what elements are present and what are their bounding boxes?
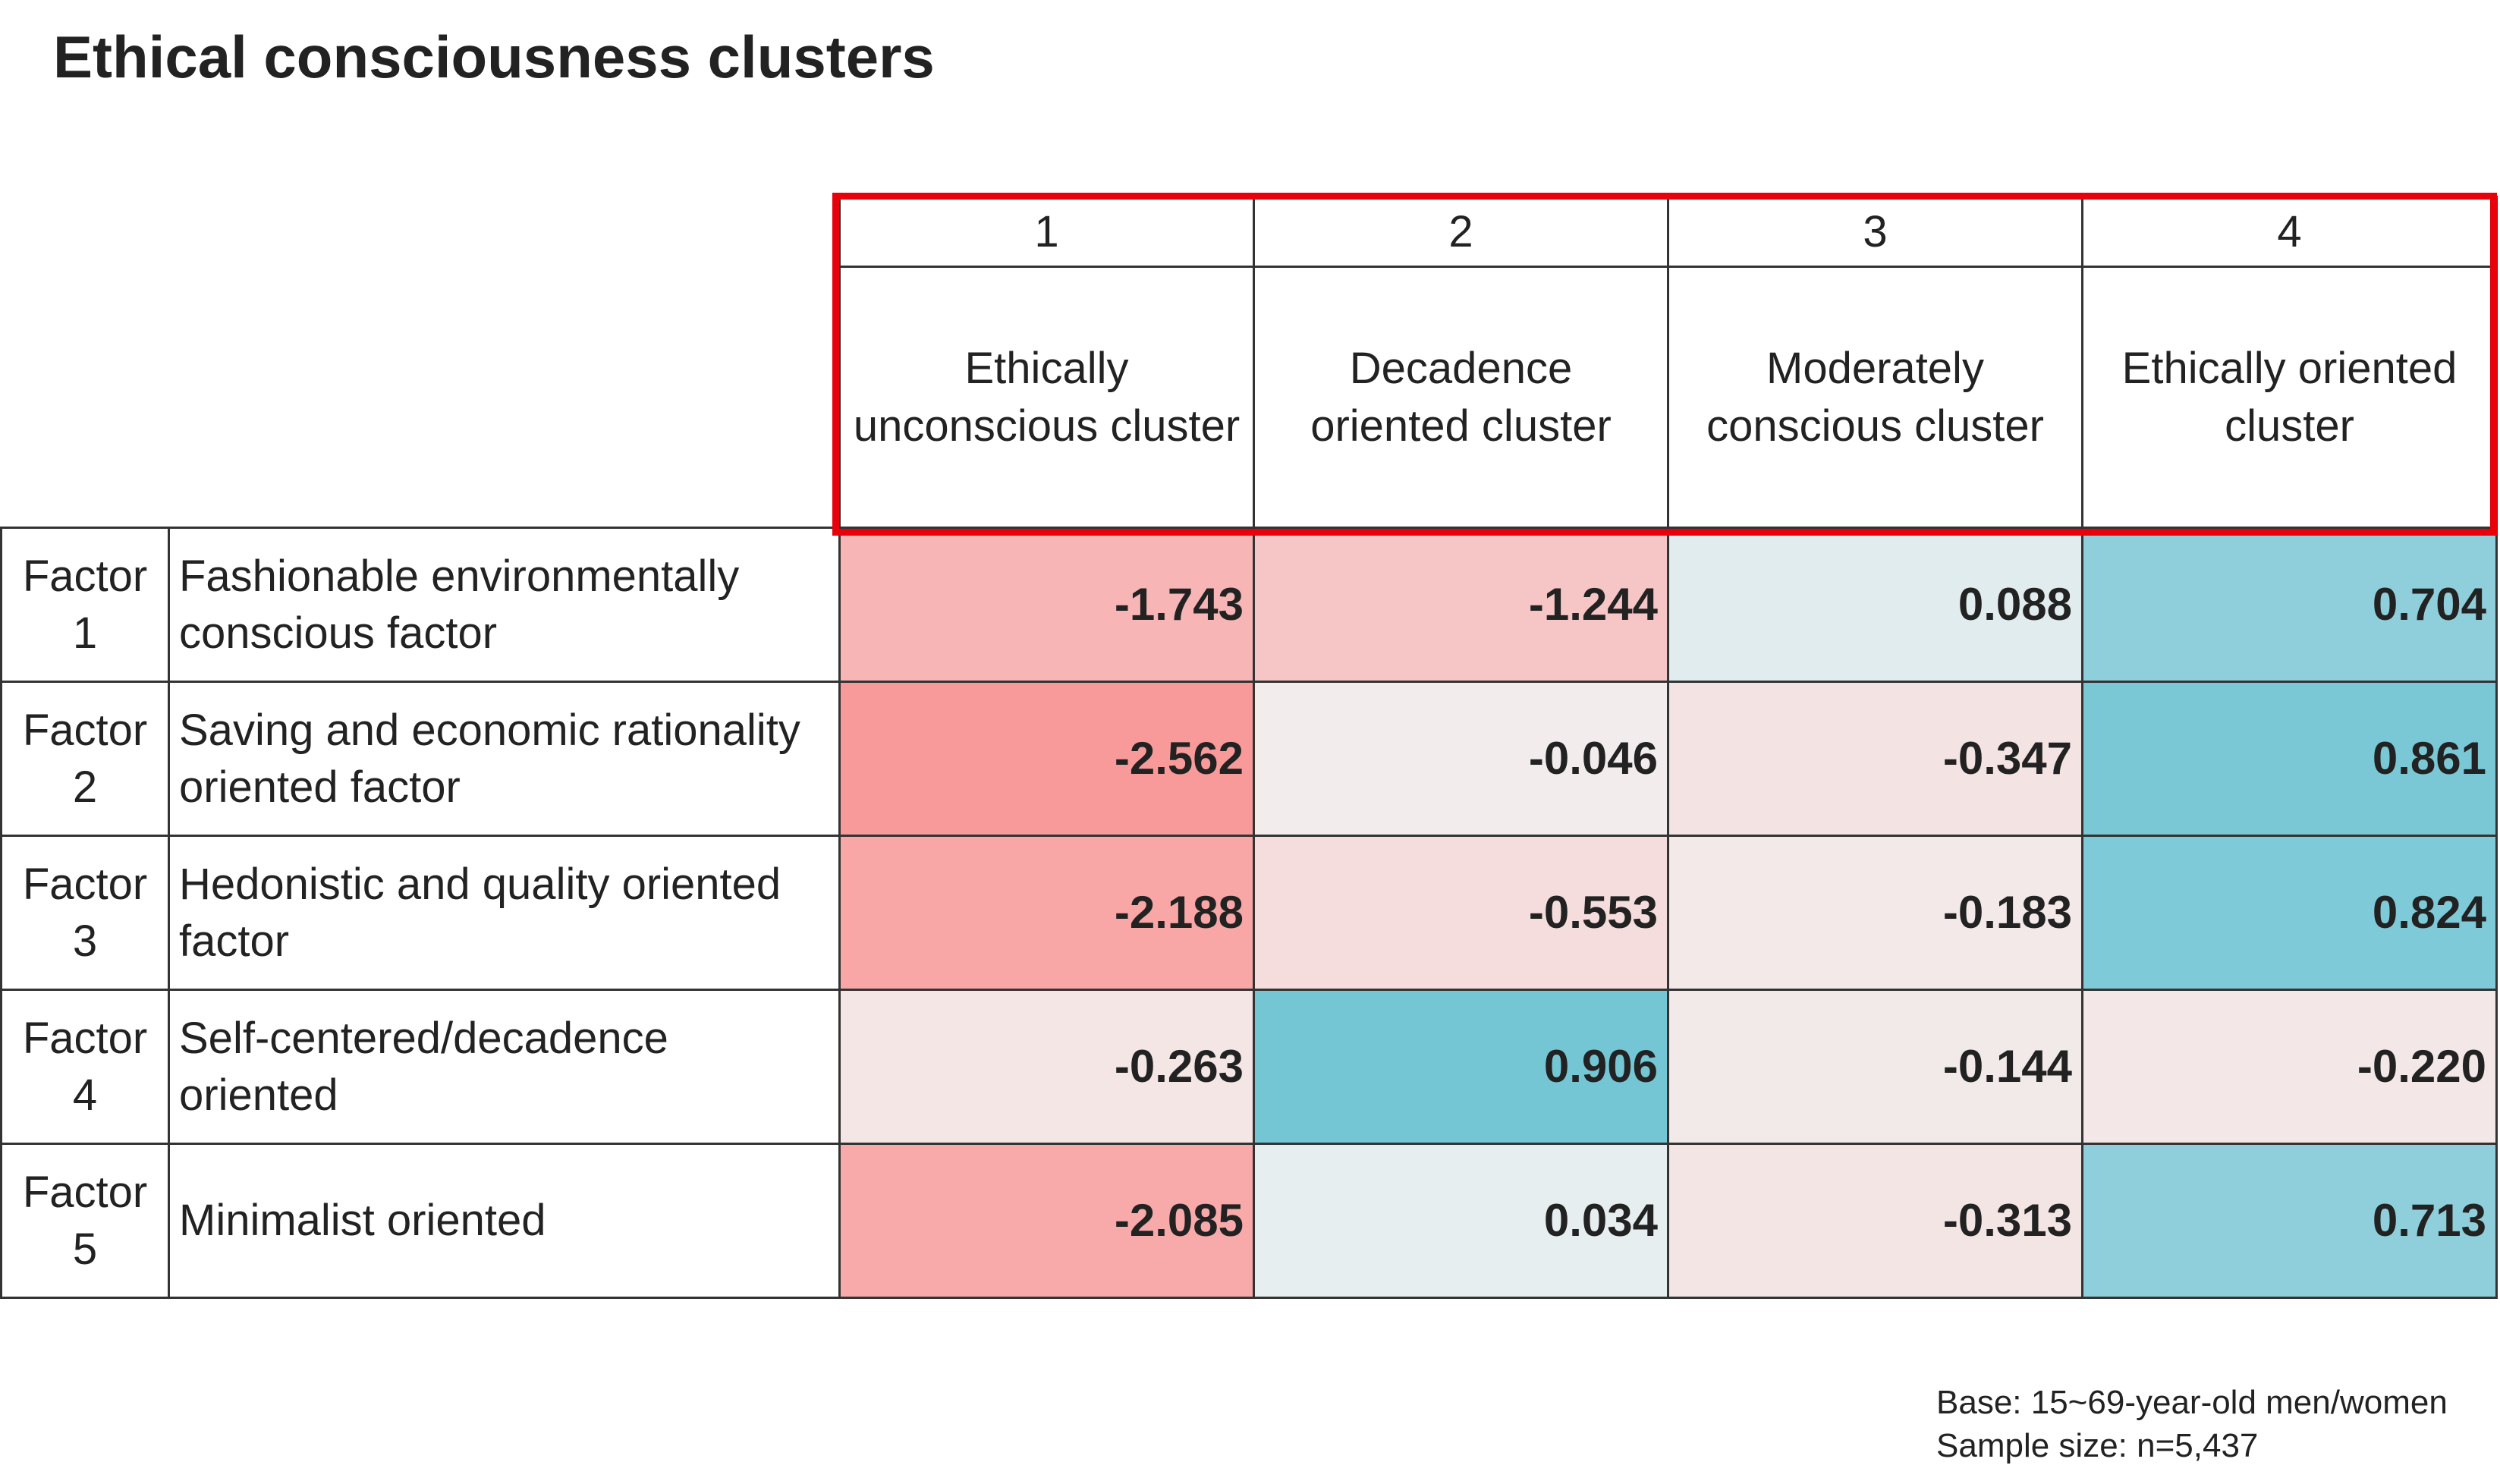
value-cell: 0.906 <box>1253 989 1669 1145</box>
value-cell: -2.188 <box>838 835 1255 991</box>
value-cell: 0.824 <box>2081 835 2498 991</box>
value-cell: 0.034 <box>1253 1143 1669 1299</box>
value-cell: -0.220 <box>2081 989 2498 1145</box>
data-row: Factor 5 Minimalist oriented -2.085 0.034 -0… <box>0 1143 2498 1299</box>
value-cell: -0.313 <box>1667 1143 2083 1299</box>
note: Base: 15~69-year-old men/women <box>1936 1384 2448 1421</box>
value-cell: -0.183 <box>1667 835 2083 991</box>
note: Sample size: n=5,437 <box>1936 1427 2259 1465</box>
column-number: 2 <box>1253 196 1669 268</box>
column-name: Ethically unconscious cluster <box>838 266 1255 529</box>
factor-description: Minimalist oriented <box>168 1143 841 1299</box>
value-cell: -0.046 <box>1253 681 1669 837</box>
value-cell: -1.244 <box>1253 527 1669 683</box>
factor-description: Self-centered/decadence oriented <box>168 989 841 1145</box>
value-cell: 0.088 <box>1667 527 2083 683</box>
factor-description: Saving and economic rationality oriented… <box>168 681 841 837</box>
column-number: 1 <box>838 196 1255 268</box>
value-cell: -0.144 <box>1667 989 2083 1145</box>
factor-label: Factor 1 <box>0 527 170 683</box>
value-cell: 0.713 <box>2081 1143 2498 1299</box>
data-row: Factor 1 Fashionable environmentally cons… <box>0 527 2498 683</box>
highlight-box <box>832 193 2497 536</box>
factor-description: Hedonistic and quality oriented factor <box>168 835 841 991</box>
title: Ethical consciousness clusters <box>53 24 935 90</box>
column-name: Ethically oriented cluster <box>2081 266 2498 529</box>
factor-label: Factor 3 <box>0 835 170 991</box>
column-name: Moderately conscious cluster <box>1667 266 2083 529</box>
value-cell: -1.743 <box>838 527 1255 683</box>
cluster-table: 1 2 3 4 Ethically unconscious cluster Decaden… <box>0 196 2498 1299</box>
factor-label: Factor 5 <box>0 1143 170 1299</box>
factor-description: Fashionable environmentally conscious fa… <box>168 527 841 683</box>
value-cell: 0.861 <box>2081 681 2498 837</box>
factor-label: Factor 4 <box>0 989 170 1145</box>
data-row: Factor 2 Saving and economic rationality … <box>0 681 2498 837</box>
value-cell: 0.704 <box>2081 527 2498 683</box>
blank <box>1 197 840 529</box>
table-body: 1 2 3 4 Ethically unconscious cluster Decaden… <box>0 196 2498 1299</box>
column-number: 4 <box>2081 196 2498 268</box>
data-row: Factor 3 Hedonistic and quality oriented … <box>0 835 2498 991</box>
column-name: Decadence oriented cluster <box>1253 266 1669 529</box>
data-row: Factor 4 Self-centered/decadence oriented… <box>0 989 2498 1145</box>
value-cell: -0.263 <box>838 989 1255 1145</box>
value-cell: -0.553 <box>1253 835 1669 991</box>
notes: Base: 15~69-year-old men/women Sample siz… <box>1936 1381 2448 1467</box>
value-cell: -2.085 <box>838 1143 1255 1299</box>
value-cell: -2.562 <box>838 681 1255 837</box>
header-name-row: Ethically unconscious cluster Decadence o… <box>2 266 2498 529</box>
factor-label: Factor 2 <box>0 681 170 837</box>
value-cell: -0.347 <box>1667 681 2083 837</box>
